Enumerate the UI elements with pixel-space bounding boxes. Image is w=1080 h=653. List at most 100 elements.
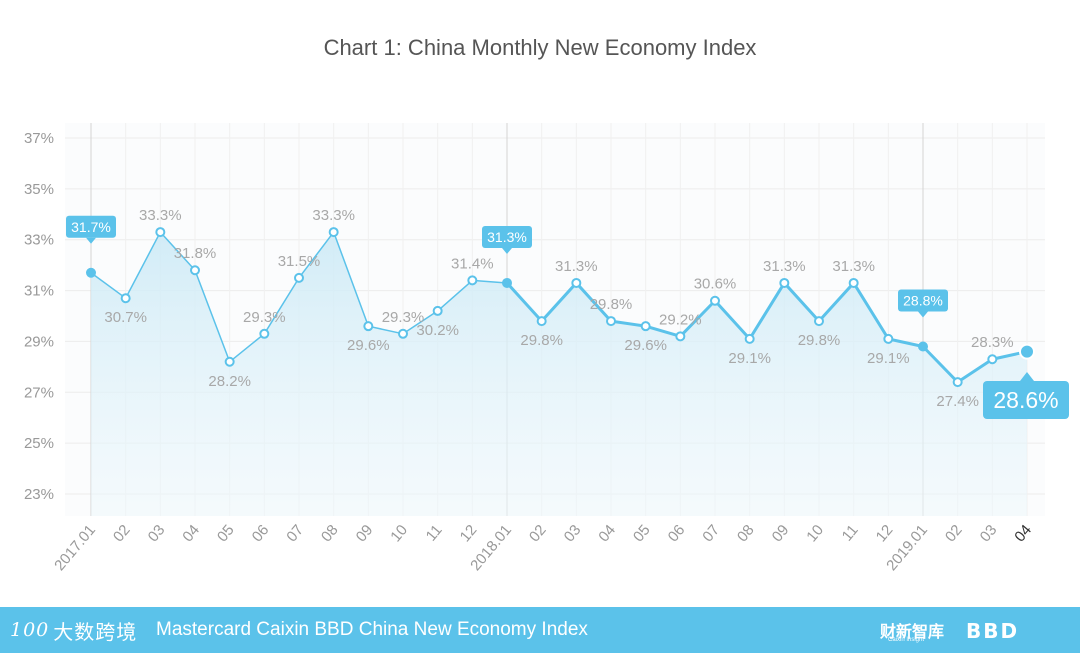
data-point: [467, 275, 478, 286]
data-label: 28.2%: [208, 373, 251, 390]
data-point: [710, 295, 720, 306]
line-segment: [263, 277, 300, 335]
data-label: 29.1%: [867, 350, 910, 367]
x-tick-label: 02: [526, 522, 550, 546]
data-label: 29.8%: [520, 332, 563, 349]
x-tick-label: 05: [214, 522, 238, 546]
line-segment: [748, 281, 786, 341]
x-tick-label: 07: [283, 522, 307, 546]
data-point: [883, 333, 894, 344]
data-label: 33.3%: [312, 207, 355, 224]
y-tick-label: 35%: [24, 181, 54, 198]
data-point-highlight: [1019, 343, 1035, 360]
x-tick-label: 10: [803, 522, 827, 546]
data-label: 31.3%: [763, 258, 806, 275]
data-point: [814, 316, 824, 327]
series-line: [86, 227, 1035, 388]
data-label: 28.8%: [903, 293, 943, 309]
data-point-highlight: [918, 341, 928, 352]
data-label: 29.3%: [243, 309, 286, 326]
data-label: 33.3%: [139, 207, 182, 224]
bbd-logo: BBD: [966, 619, 1020, 643]
y-tick-label: 27%: [24, 384, 54, 401]
callout-pointer: [1020, 372, 1034, 381]
footer-title: Mastercard Caixin BBD China New Economy …: [156, 619, 588, 640]
x-tick-label: 07: [699, 522, 723, 546]
line-segment: [713, 299, 752, 341]
data-label: 31.8%: [174, 245, 217, 262]
x-tick-label: 04: [595, 522, 619, 546]
data-label: 29.1%: [728, 350, 771, 367]
data-point: [536, 316, 547, 327]
data-point: [190, 265, 200, 276]
line-segment: [159, 231, 196, 271]
line-segment: [609, 319, 648, 328]
logo-text: 大数跨境: [53, 621, 138, 644]
data-point: [224, 356, 235, 367]
area-path: [91, 232, 1027, 517]
x-tick-label: 2017.01: [51, 522, 99, 574]
callout-pointer: [918, 311, 928, 318]
data-label: 29.8%: [798, 332, 841, 349]
callout-pointer: [502, 247, 512, 254]
x-tick-label: 08: [318, 522, 342, 546]
x-tick-label: 12: [873, 522, 897, 546]
line-segment: [817, 281, 856, 323]
line-segment: [90, 272, 127, 299]
data-point: [675, 331, 686, 342]
data-point: [848, 277, 859, 288]
line-segment: [678, 299, 717, 338]
data-point: [952, 377, 963, 388]
data-labels: 31.7% 30.7% 33.3% 31.8% 28.2% 29.3% 31.5% 33.3%…: [66, 207, 1069, 419]
data-label-latest: 28.6%: [993, 387, 1058, 413]
callout-box: [482, 225, 532, 248]
x-tick-label: 09: [353, 522, 377, 546]
data-point: [432, 305, 443, 316]
x-tick-label: 10: [387, 522, 411, 546]
x-tick-label: 09: [769, 522, 793, 546]
x-tick-label: 06: [249, 522, 273, 546]
callout-box: [898, 289, 948, 312]
x-tick-label: 11: [423, 522, 446, 545]
area-fill: [91, 232, 1027, 517]
line-segment: [574, 281, 613, 323]
line-segment: [402, 310, 439, 335]
data-label: 31.3%: [487, 229, 527, 245]
line-segment: [644, 324, 682, 338]
callout-box-latest: [983, 381, 1069, 419]
data-label: 29.3%: [382, 309, 425, 326]
line-segment: [921, 345, 960, 384]
caixin-subtitle: Caixin Insight: [888, 637, 925, 643]
y-tick-label: 25%: [24, 435, 54, 452]
x-tick-label: 06: [665, 522, 689, 546]
data-point: [120, 293, 131, 304]
x-tick-label: 03: [561, 522, 585, 546]
line-segment: [471, 279, 508, 284]
data-label: 29.6%: [347, 337, 390, 354]
dashujuajing-logo: 100 大数跨境: [10, 616, 137, 644]
data-label: 27.4%: [936, 393, 979, 410]
x-tick-label: 02: [110, 522, 134, 546]
data-point: [294, 272, 304, 283]
line-segment: [505, 281, 544, 323]
line-segment: [436, 279, 474, 312]
chart-title: Chart 1: China Monthly New Economy Index: [324, 35, 757, 60]
data-label: 31.4%: [451, 255, 494, 272]
line-segment: [124, 231, 162, 299]
callout-box: [66, 215, 116, 238]
data-point: [155, 227, 166, 238]
line-segment: [194, 269, 231, 363]
line-segment: [367, 325, 404, 335]
data-point: [398, 328, 408, 339]
x-tick-label: 08: [734, 522, 758, 546]
x-tick-label: 05: [630, 522, 654, 546]
callout-pointer: [86, 237, 96, 244]
data-point: [779, 277, 790, 288]
data-label: 31.3%: [832, 258, 875, 275]
line-chart: Chart 1: China Monthly New Economy Index…: [24, 35, 1069, 574]
data-point-highlight: [86, 267, 96, 278]
line-segment: [540, 281, 578, 323]
line-segment: [956, 357, 994, 384]
x-tick-label: 11: [839, 522, 862, 545]
data-point: [606, 316, 616, 327]
